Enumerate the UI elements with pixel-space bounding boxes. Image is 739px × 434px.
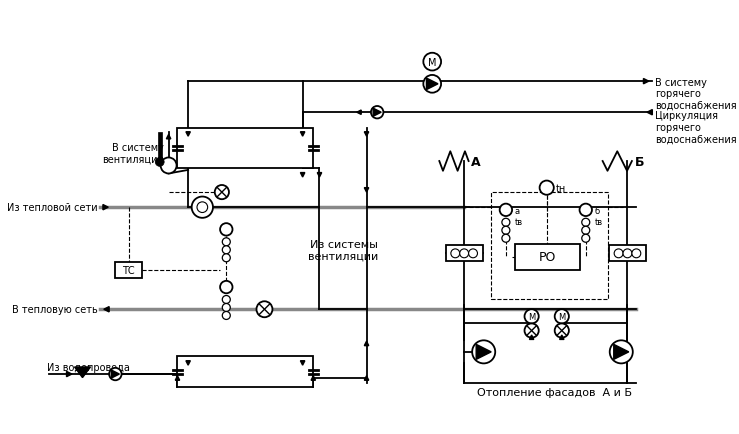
Circle shape [502, 219, 510, 227]
Bar [515, 244, 579, 270]
Circle shape [222, 246, 231, 254]
Polygon shape [364, 342, 369, 346]
Bar [158, 132, 162, 159]
Circle shape [423, 76, 441, 93]
Circle shape [160, 158, 177, 174]
Polygon shape [357, 111, 361, 115]
Circle shape [579, 204, 592, 217]
Circle shape [222, 254, 231, 262]
Polygon shape [112, 370, 120, 378]
Text: М: М [558, 312, 565, 321]
Polygon shape [186, 132, 191, 137]
Circle shape [632, 249, 641, 258]
Bar [609, 246, 646, 262]
Polygon shape [103, 307, 109, 312]
Polygon shape [166, 135, 171, 139]
Bar [177, 129, 313, 169]
Circle shape [423, 54, 441, 71]
Text: В систему
горячего
водоснабжения: В систему горячего водоснабжения [655, 78, 737, 111]
Circle shape [220, 281, 233, 293]
Polygon shape [614, 345, 629, 359]
Circle shape [555, 309, 569, 324]
Text: Из системы
вентиляции: Из системы вентиляции [308, 240, 378, 261]
Polygon shape [644, 79, 649, 85]
Circle shape [502, 227, 510, 235]
Polygon shape [301, 361, 305, 365]
Text: А: А [471, 155, 481, 168]
Polygon shape [75, 367, 90, 378]
Polygon shape [301, 173, 305, 178]
Polygon shape [559, 335, 564, 340]
Polygon shape [476, 345, 491, 359]
Circle shape [109, 368, 121, 380]
Text: В систему
вентиляции: В систему вентиляции [102, 143, 164, 164]
Circle shape [502, 235, 510, 243]
Circle shape [220, 224, 233, 236]
Bar [115, 263, 142, 279]
Text: РО: РО [539, 251, 556, 264]
Circle shape [371, 107, 384, 119]
Circle shape [191, 197, 213, 218]
Circle shape [500, 204, 512, 217]
Text: a
tв: a tв [515, 207, 523, 226]
Circle shape [582, 227, 590, 235]
Circle shape [525, 309, 539, 324]
Circle shape [222, 238, 231, 246]
Text: б
tв: б tв [595, 207, 603, 226]
Polygon shape [301, 132, 305, 137]
Circle shape [215, 186, 229, 200]
Polygon shape [186, 361, 191, 365]
Circle shape [451, 249, 460, 258]
Polygon shape [373, 109, 381, 117]
Polygon shape [317, 173, 321, 178]
Bar [491, 193, 608, 299]
Text: Отопление фасадов  А и Б: Отопление фасадов А и Б [477, 387, 632, 397]
Bar [446, 246, 483, 262]
Polygon shape [103, 205, 108, 210]
Circle shape [614, 249, 623, 258]
Text: ТС: ТС [123, 266, 135, 276]
Polygon shape [364, 376, 369, 380]
Circle shape [472, 341, 495, 364]
Circle shape [155, 158, 164, 167]
Polygon shape [426, 79, 438, 90]
Circle shape [197, 202, 208, 213]
Polygon shape [647, 110, 653, 115]
Polygon shape [67, 372, 72, 377]
Circle shape [582, 219, 590, 227]
Text: М: М [428, 57, 437, 67]
Circle shape [610, 341, 633, 364]
Text: В тепловую сеть: В тепловую сеть [12, 305, 98, 315]
Circle shape [256, 302, 273, 318]
Polygon shape [364, 188, 369, 193]
Polygon shape [311, 376, 316, 380]
Polygon shape [364, 132, 369, 137]
Circle shape [539, 181, 554, 195]
Bar [177, 356, 313, 388]
Circle shape [222, 312, 231, 320]
Text: Из водопровода: Из водопровода [47, 362, 130, 372]
Polygon shape [529, 335, 534, 340]
Circle shape [469, 249, 477, 258]
Text: Циркуляция
горячего
водоснабжения: Циркуляция горячего водоснабжения [655, 111, 737, 144]
Circle shape [222, 304, 231, 312]
Circle shape [525, 324, 539, 338]
Text: Из тепловой сети: Из тепловой сети [7, 203, 98, 213]
Text: М: М [528, 312, 535, 321]
Text: tн: tн [556, 183, 566, 193]
Polygon shape [175, 376, 180, 380]
Text: Б: Б [635, 155, 644, 168]
Circle shape [222, 296, 231, 304]
Circle shape [460, 249, 469, 258]
Circle shape [582, 235, 590, 243]
Circle shape [555, 324, 569, 338]
Circle shape [623, 249, 632, 258]
